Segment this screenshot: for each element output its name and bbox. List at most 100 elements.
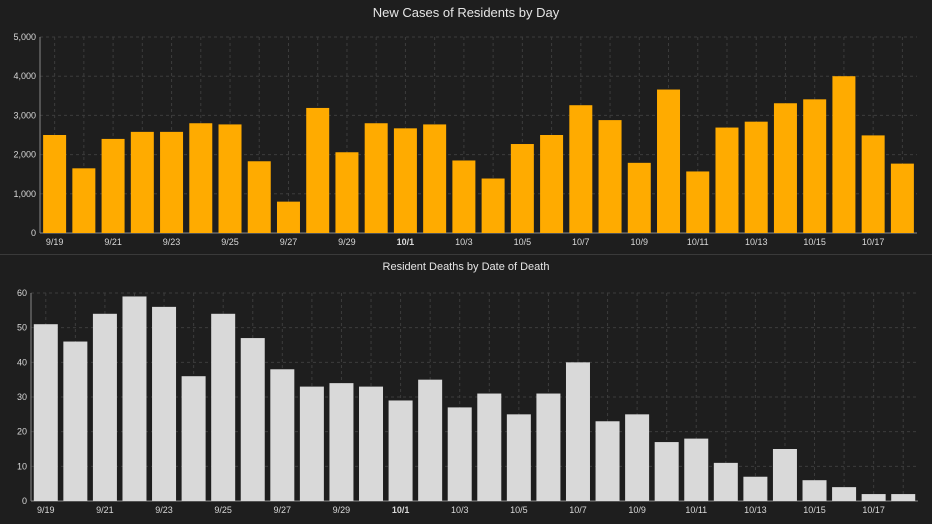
cases-bar-10-8 [599,120,622,233]
deaths-xtick-label: 10/15 [803,505,826,515]
deaths-bar-10-5 [507,414,531,501]
deaths-bar-9-29 [329,383,353,501]
cases-ytick-label: 1,000 [13,189,36,199]
cases-bar-9-25 [219,124,242,233]
deaths-bar-10-7 [566,362,590,501]
deaths-bar-9-24 [182,376,206,501]
cases-bar-10-6 [540,135,563,233]
deaths-xtick-label: 9/25 [214,505,232,515]
deaths-xtick-label: 10/5 [510,505,528,515]
deaths-xtick-label: 9/27 [274,505,292,515]
cases-bar-10-5 [511,144,534,233]
deaths-ytick-label: 0 [22,496,27,506]
cases-bar-9-21 [102,139,125,233]
deaths-bar-9-23 [152,307,176,501]
deaths-ytick-label: 30 [17,392,27,402]
deaths-bar-9-25 [211,314,235,501]
cases-bar-10-15 [803,99,826,233]
cases-bar-10-13 [745,122,768,233]
cases-chart-panel: New Cases of Residents by Day 0 1,000 2,00… [0,0,932,254]
cases-bar-10-16 [832,76,855,233]
cases-bar-9-19 [43,135,66,233]
deaths-chart: 0 10 20 30 40 50 60 9/19 9/21 9/23 9/25 9/27 9/29 10/… [0,255,932,524]
cases-xtick-label: 9/27 [280,237,298,247]
cases-ytick-label: 0 [31,228,36,238]
deaths-chart-panel: Resident Deaths by Date of Death 0 10 20 30… [0,255,932,524]
cases-xtick-label: 10/17 [862,237,885,247]
cases-xtick-label: 10/5 [514,237,532,247]
deaths-xtick-label: 10/13 [744,505,767,515]
cases-bar-9-26 [248,161,271,233]
cases-bar-10-1 [394,128,417,233]
cases-bar-10-18 [891,164,914,233]
cases-chart: 0 1,000 2,000 3,000 4,000 5,000 9/19 9/21 9/23 9/… [0,0,932,254]
deaths-bar-9-27 [270,369,294,501]
cases-xtick-label: 10/1 [397,237,415,247]
deaths-bar-9-19 [34,324,58,501]
deaths-bar-10-13 [743,477,767,501]
deaths-bar-9-22 [122,296,146,501]
deaths-bar-10-11 [684,439,708,501]
deaths-bar-10-4 [477,394,501,501]
deaths-ytick-label: 40 [17,357,27,367]
cases-bar-9-22 [131,132,154,233]
cases-bar-9-28 [306,108,329,233]
deaths-bar-9-26 [241,338,265,501]
cases-bar-10-14 [774,103,797,233]
cases-xtick-label: 9/25 [221,237,239,247]
cases-bar-9-27 [277,202,300,233]
deaths-bar-10-9 [625,414,649,501]
cases-xtick-label: 9/21 [104,237,122,247]
cases-bar-10-12 [715,128,738,233]
deaths-xtick-label: 9/29 [333,505,351,515]
cases-xtick-label: 10/7 [572,237,590,247]
cases-bar-10-2 [423,124,446,233]
cases-xtick-label: 10/9 [631,237,649,247]
cases-ytick-label: 3,000 [13,110,36,120]
deaths-bar-10-3 [448,407,472,501]
deaths-xtick-label: 10/17 [862,505,885,515]
deaths-ytick-label: 60 [17,288,27,298]
deaths-bar-9-21 [93,314,117,501]
deaths-ytick-label: 10 [17,461,27,471]
deaths-bar-9-20 [63,342,87,501]
cases-bar-10-7 [569,105,592,233]
cases-ytick-label: 5,000 [13,32,36,42]
deaths-xtick-label: 10/7 [569,505,587,515]
cases-bar-9-30 [365,123,388,233]
deaths-bar-10-6 [536,394,560,501]
deaths-bar-10-16 [832,487,856,501]
deaths-bar-9-28 [300,387,324,501]
cases-xtick-label: 9/19 [46,237,64,247]
cases-xtick-label: 10/15 [803,237,826,247]
deaths-xtick-label: 10/1 [392,505,410,515]
cases-ytick-label: 4,000 [13,71,36,81]
deaths-bar-10-12 [714,463,738,501]
deaths-xtick-label: 10/11 [685,505,707,515]
cases-ytick-label: 2,000 [13,150,36,160]
deaths-bar-10-2 [418,380,442,501]
deaths-bar-10-10 [655,442,679,501]
cases-xtick-label: 10/13 [745,237,768,247]
deaths-xtick-label: 9/19 [37,505,55,515]
cases-bar-10-4 [482,179,505,233]
deaths-xtick-label: 9/23 [155,505,173,515]
cases-bar-10-3 [452,160,475,233]
deaths-xtick-label: 9/21 [96,505,114,515]
deaths-bar-10-1 [389,400,413,501]
cases-bar-10-10 [657,90,680,233]
deaths-bar-10-17 [862,494,886,501]
cases-bar-10-9 [628,163,651,233]
cases-bar-9-24 [189,123,212,233]
cases-xtick-label: 10/3 [455,237,473,247]
deaths-bar-10-14 [773,449,797,501]
deaths-ytick-label: 20 [17,427,27,437]
deaths-bar-10-8 [596,421,620,501]
cases-xtick-label: 9/29 [338,237,356,247]
cases-bar-9-29 [335,152,358,233]
cases-bar-9-23 [160,132,183,233]
cases-xtick-label: 10/11 [687,237,709,247]
deaths-bar-10-15 [803,480,827,501]
deaths-xtick-label: 10/3 [451,505,469,515]
deaths-ytick-label: 50 [17,323,27,333]
